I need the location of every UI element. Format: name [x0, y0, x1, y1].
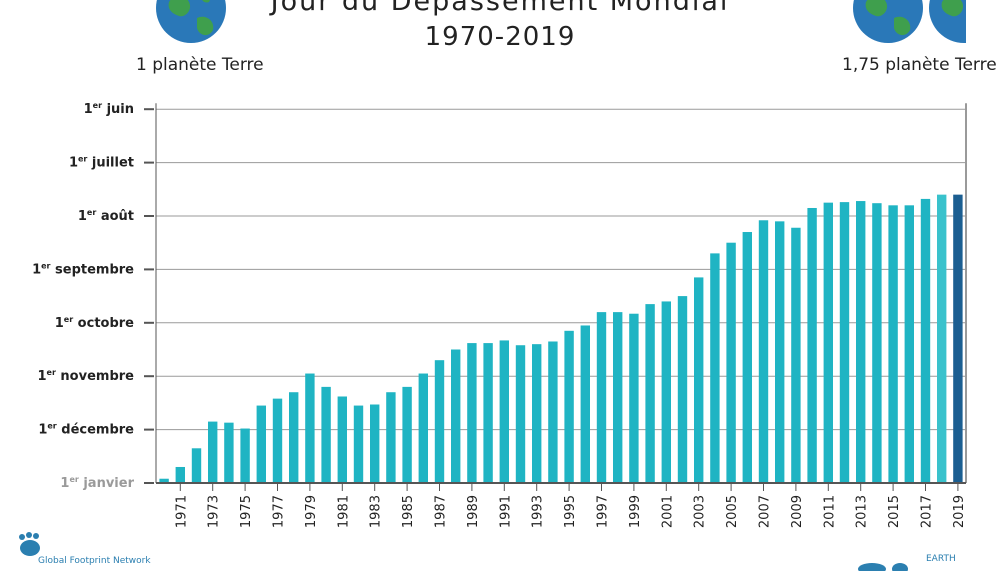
x-tick-label: 1979: [304, 495, 319, 528]
bar-1976: [256, 405, 266, 483]
bar-1986: [418, 373, 428, 483]
gfn-logo: [12, 532, 48, 560]
earth-logo-icon: [858, 556, 918, 575]
overshoot-bar-chart: 1er juin 1er juillet 1er août 1er septembre…: [32, 101, 967, 528]
bar-2013: [856, 201, 866, 483]
bar-2012: [839, 202, 850, 483]
bar-1991: [499, 340, 509, 483]
bar-1992: [515, 345, 526, 483]
x-tick-label: 2019: [952, 495, 967, 528]
bar-1996: [580, 325, 590, 483]
bar-1982: [353, 405, 364, 483]
x-tick-label: 1991: [498, 495, 513, 528]
y-tick-label: 1er juin: [84, 101, 134, 117]
x-tick-label: 2017: [920, 495, 935, 528]
bar-2007: [758, 220, 769, 483]
bar-2018: [937, 194, 947, 483]
bar-1995: [564, 330, 574, 483]
x-tick-label: 1985: [401, 495, 416, 528]
bar-1974: [224, 422, 234, 483]
bar-2017: [920, 198, 931, 484]
y-tick-label: 1er décembre: [38, 422, 134, 438]
x-tick-label: 1989: [466, 495, 481, 528]
x-tick-label: 1983: [369, 495, 384, 528]
left-globe-label: 1 planète Terre: [136, 55, 264, 75]
right-globe-label: 1,75 planète Terre: [842, 55, 997, 75]
y-tick-label: 1er janvier: [60, 475, 134, 491]
x-tick-label: 2005: [725, 495, 740, 528]
x-tick-label: 2015: [887, 495, 902, 528]
bar-1989: [467, 343, 477, 483]
x-tick-label: 2011: [822, 495, 837, 528]
bar-2004: [710, 253, 720, 483]
bar-2001: [661, 301, 671, 483]
bar-2019: [953, 194, 963, 483]
bar-1980: [321, 386, 331, 483]
footprint-icon: [19, 532, 40, 556]
bar-1993: [532, 344, 542, 483]
bar-1981: [337, 396, 347, 483]
y-tick-label: 1er octobre: [55, 315, 134, 331]
bar-2009: [791, 227, 801, 483]
x-tick-label: 2009: [790, 495, 805, 528]
bar-2015: [888, 205, 898, 483]
x-tick-label: 1997: [596, 495, 611, 528]
x-tick-label: 1981: [336, 495, 351, 528]
y-tick-label: 1er novembre: [37, 368, 134, 384]
bar-2010: [807, 207, 817, 484]
gfn-logo-text: Global Footprint Network: [38, 556, 151, 566]
bar-1985: [402, 386, 412, 483]
bar-1970: [159, 478, 169, 483]
bar-1973: [208, 421, 218, 483]
bar-1997: [596, 312, 607, 483]
chart-subtitle: 1970-2019: [424, 22, 576, 52]
earth-logo-text: EARTH: [926, 554, 956, 564]
x-tick-label: 1993: [531, 495, 546, 528]
bar-1979: [305, 373, 315, 483]
left-globe-icon: [155, 0, 227, 44]
bar-2002: [677, 296, 688, 483]
bar-2005: [726, 242, 736, 483]
right-globe-icon: [852, 0, 924, 44]
x-tick-label: 1973: [207, 495, 222, 528]
bar-2003: [694, 277, 704, 483]
bar-2008: [775, 221, 785, 483]
x-tick-label: 1975: [239, 495, 254, 528]
right-globe-partial-icon: [928, 0, 966, 44]
bar-1971: [175, 466, 185, 483]
bar-1977: [272, 398, 283, 483]
x-tick-label: 1971: [174, 495, 189, 528]
bar-1994: [548, 341, 558, 483]
bar-1998: [613, 312, 623, 483]
bar-1975: [240, 428, 250, 483]
x-tick-label: 2001: [660, 495, 675, 528]
x-tick-label: 1987: [434, 495, 449, 528]
x-tick-label: 1977: [272, 495, 287, 528]
bar-1987: [434, 360, 445, 483]
chart-title: Jour du Dépassement Mondial: [270, 0, 730, 17]
x-tick-label: 2003: [693, 495, 708, 528]
bar-1988: [451, 349, 461, 483]
bar-2006: [742, 232, 752, 483]
y-tick-label: 1er juillet: [69, 155, 134, 171]
y-tick-label: 1er août: [78, 208, 134, 224]
y-tick-label: 1er septembre: [32, 261, 134, 277]
bar-2014: [872, 203, 882, 483]
bar-2016: [904, 205, 914, 483]
bar-1972: [191, 448, 202, 483]
x-tick-label: 2013: [855, 495, 870, 528]
bar-2000: [645, 304, 655, 483]
bar-1984: [386, 392, 396, 483]
bar-1990: [483, 343, 493, 483]
x-tick-label: 1999: [628, 495, 643, 528]
bar-1999: [629, 313, 639, 483]
bar-1983: [370, 404, 380, 483]
bar-2011: [823, 202, 833, 483]
x-tick-label: 2007: [758, 495, 773, 528]
x-tick-label: 1995: [563, 495, 578, 528]
bar-1978: [289, 392, 299, 483]
